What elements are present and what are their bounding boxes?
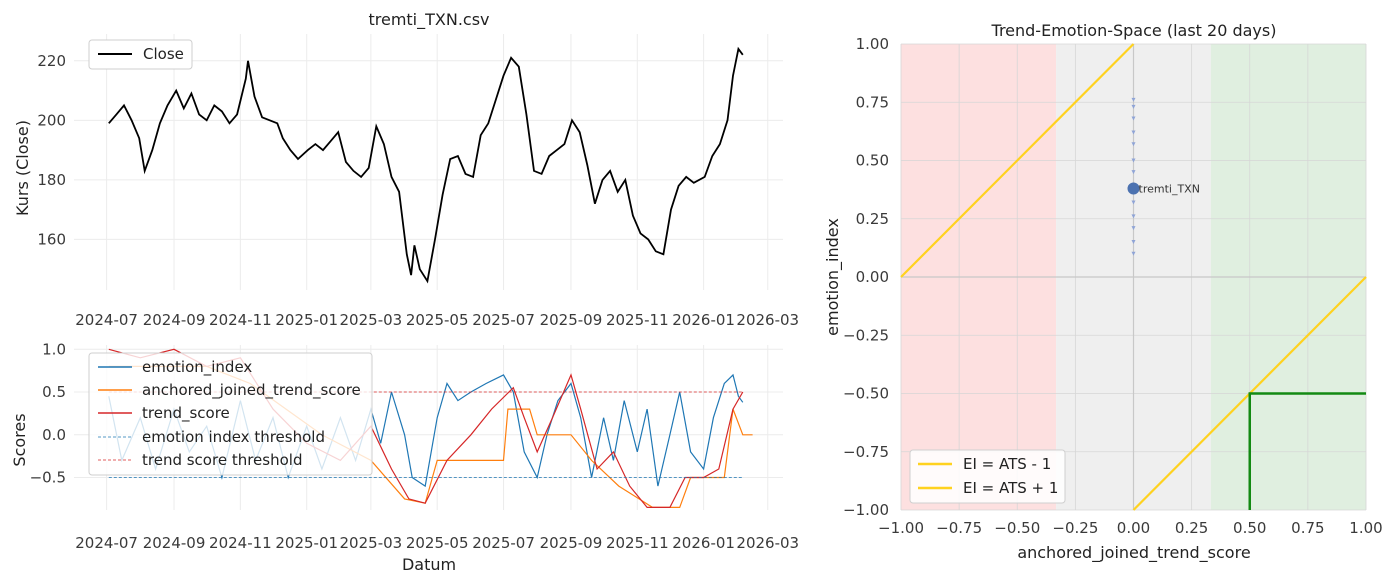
trail-arrow-10 bbox=[1131, 116, 1136, 121]
price-y-label: Kurs (Close) bbox=[13, 120, 32, 216]
space-y-tick-5: 0.25 bbox=[856, 210, 889, 228]
legend-label-anchored-score: anchored_joined_trend_score bbox=[142, 381, 361, 400]
price-x-tick-7: 2025-09 bbox=[540, 311, 603, 329]
scores-y-tick-1: 0.0 bbox=[42, 426, 66, 444]
price-x-tick-4: 2025-03 bbox=[340, 311, 403, 329]
trail-arrow-1 bbox=[1131, 240, 1136, 245]
scores-y-label: Scores bbox=[10, 413, 29, 466]
close-line bbox=[108, 46, 744, 284]
scores-x-tick-5: 2025-05 bbox=[406, 534, 469, 552]
line-ei-ats-1 bbox=[900, 43, 1135, 278]
space-x-tick-6: 0.50 bbox=[1233, 519, 1266, 537]
trail-arrow-8 bbox=[1131, 142, 1136, 147]
trail-arrow-0 bbox=[1131, 251, 1136, 256]
price-chart-title: tremti_TXN.csv bbox=[368, 10, 489, 30]
space-y-tick-3: −0.25 bbox=[843, 326, 889, 344]
space-y-tick-6: 0.50 bbox=[856, 152, 889, 170]
scores-chart: −0.50.00.51.0 2024-07 2024-09 2024-11 2025-… bbox=[10, 340, 799, 574]
space-chart-title: Trend-Emotion-Space (last 20 days) bbox=[991, 21, 1277, 40]
scores-y-tick-3: 1.0 bbox=[42, 340, 66, 358]
scores-x-tick-2: 2024-11 bbox=[209, 534, 272, 552]
space-y-ticks: −1.00 −0.75 −0.50 −0.25 0.00 0.25 0.50 0.75 1.00 bbox=[843, 35, 889, 519]
ticker-point bbox=[1127, 182, 1140, 195]
legend-label-ei-plus: EI = ATS + 1 bbox=[963, 479, 1058, 497]
price-legend-box bbox=[88, 39, 193, 70]
price-y-tick-3: 220 bbox=[37, 52, 66, 70]
space-y-tick-8: 1.00 bbox=[856, 35, 889, 53]
price-y-tick-0: 160 bbox=[37, 230, 66, 248]
space-legend: EI = ATS - 1 EI = ATS + 1 bbox=[909, 449, 1066, 504]
trail-arrow-3 bbox=[1131, 214, 1136, 219]
price-x-tick-6: 2025-07 bbox=[472, 311, 535, 329]
scores-x-tick-0: 2024-07 bbox=[75, 534, 138, 552]
price-y-tick-1: 180 bbox=[37, 171, 66, 189]
space-y-tick-1: −0.75 bbox=[843, 443, 889, 461]
space-x-label: anchored_joined_trend_score bbox=[1017, 543, 1250, 563]
legend-label-emotion-index: emotion_index bbox=[142, 358, 252, 377]
space-y-tick-4: 0.00 bbox=[856, 268, 889, 286]
space-lines bbox=[900, 43, 1367, 511]
price-x-tick-5: 2025-05 bbox=[406, 311, 469, 329]
space-x-tick-0: −1.00 bbox=[878, 519, 924, 537]
space-chart: Trend-Emotion-Space (last 20 days) tremt… bbox=[823, 21, 1383, 563]
scores-legend: emotion_index anchored_joined_trend_scor… bbox=[88, 352, 373, 476]
scores-y-tick-2: 0.5 bbox=[42, 383, 66, 401]
ticker-label: tremti_TXN bbox=[1139, 182, 1200, 195]
price-chart: tremti_TXN.csv 160 180 200 220 2024-07 2024-… bbox=[13, 10, 799, 329]
trail-arrow-2 bbox=[1131, 226, 1136, 231]
legend-label-trend-score: trend_score bbox=[142, 404, 230, 423]
price-x-tick-10: 2026-03 bbox=[736, 311, 799, 329]
scores-x-tick-4: 2025-03 bbox=[340, 534, 403, 552]
scores-x-tick-10: 2026-03 bbox=[736, 534, 799, 552]
price-x-tick-8: 2025-11 bbox=[606, 311, 669, 329]
space-x-tick-1: −0.75 bbox=[936, 519, 982, 537]
space-target-box bbox=[1248, 392, 1366, 510]
trail-arrow-11 bbox=[1131, 104, 1136, 109]
trail-arrow-6 bbox=[1131, 170, 1136, 175]
price-x-tick-3: 2025-01 bbox=[275, 311, 338, 329]
space-x-tick-5: 0.25 bbox=[1175, 519, 1208, 537]
price-grid bbox=[74, 34, 783, 290]
space-x-tick-8: 1.00 bbox=[1349, 519, 1382, 537]
legend-label-close: Close bbox=[143, 45, 184, 63]
price-x-tick-0: 2024-07 bbox=[75, 311, 138, 329]
price-x-tick-1: 2024-09 bbox=[143, 311, 206, 329]
trail-arrow-7 bbox=[1131, 158, 1136, 163]
space-x-tick-7: 0.75 bbox=[1291, 519, 1324, 537]
space-x-tick-3: −0.25 bbox=[1052, 519, 1098, 537]
trail-arrow-4 bbox=[1131, 200, 1136, 205]
scores-x-tick-9: 2026-01 bbox=[672, 534, 735, 552]
trail-arrow-12 bbox=[1131, 97, 1136, 102]
space-y-label: emotion_index bbox=[823, 218, 843, 336]
price-legend: Close bbox=[88, 39, 193, 70]
scores-y-ticks: −0.5 0.0 0.5 1.0 bbox=[30, 340, 66, 486]
space-y-tick-2: −0.50 bbox=[843, 385, 889, 403]
price-x-tick-9: 2026-01 bbox=[672, 311, 735, 329]
space-point: tremti_TXN bbox=[1127, 182, 1200, 195]
legend-label-ei-minus: EI = ATS - 1 bbox=[963, 455, 1051, 473]
space-y-tick-0: −1.00 bbox=[843, 501, 889, 519]
scores-legend-box bbox=[88, 352, 373, 476]
price-x-tick-2: 2024-11 bbox=[209, 311, 272, 329]
legend-label-emotion-threshold: emotion index threshold bbox=[142, 428, 325, 446]
scores-x-label: Datum bbox=[402, 555, 456, 574]
trail-arrow-9 bbox=[1131, 130, 1136, 135]
price-x-ticks: 2024-07 2024-09 2024-11 2025-01 2025-03 2025-… bbox=[75, 311, 799, 329]
scores-x-tick-7: 2025-09 bbox=[540, 534, 603, 552]
scores-y-tick-0: −0.5 bbox=[30, 469, 66, 487]
space-x-tick-4: 0.00 bbox=[1117, 519, 1150, 537]
space-x-tick-2: −0.50 bbox=[994, 519, 1040, 537]
scores-x-tick-3: 2025-01 bbox=[275, 534, 338, 552]
price-y-tick-2: 200 bbox=[37, 111, 66, 129]
price-y-ticks: 160 180 200 220 bbox=[37, 52, 66, 249]
scores-x-ticks: 2024-07 2024-09 2024-11 2025-01 2025-03 2025-… bbox=[75, 534, 799, 552]
scores-x-tick-1: 2024-09 bbox=[143, 534, 206, 552]
scores-x-tick-8: 2025-11 bbox=[606, 534, 669, 552]
scores-x-tick-6: 2025-07 bbox=[472, 534, 535, 552]
legend-label-trend-threshold: trend score threshold bbox=[142, 451, 302, 469]
space-x-ticks: −1.00 −0.75 −0.50 −0.25 0.00 0.25 0.50 0.75 1.00 bbox=[878, 519, 1383, 537]
space-y-tick-7: 0.75 bbox=[856, 93, 889, 111]
